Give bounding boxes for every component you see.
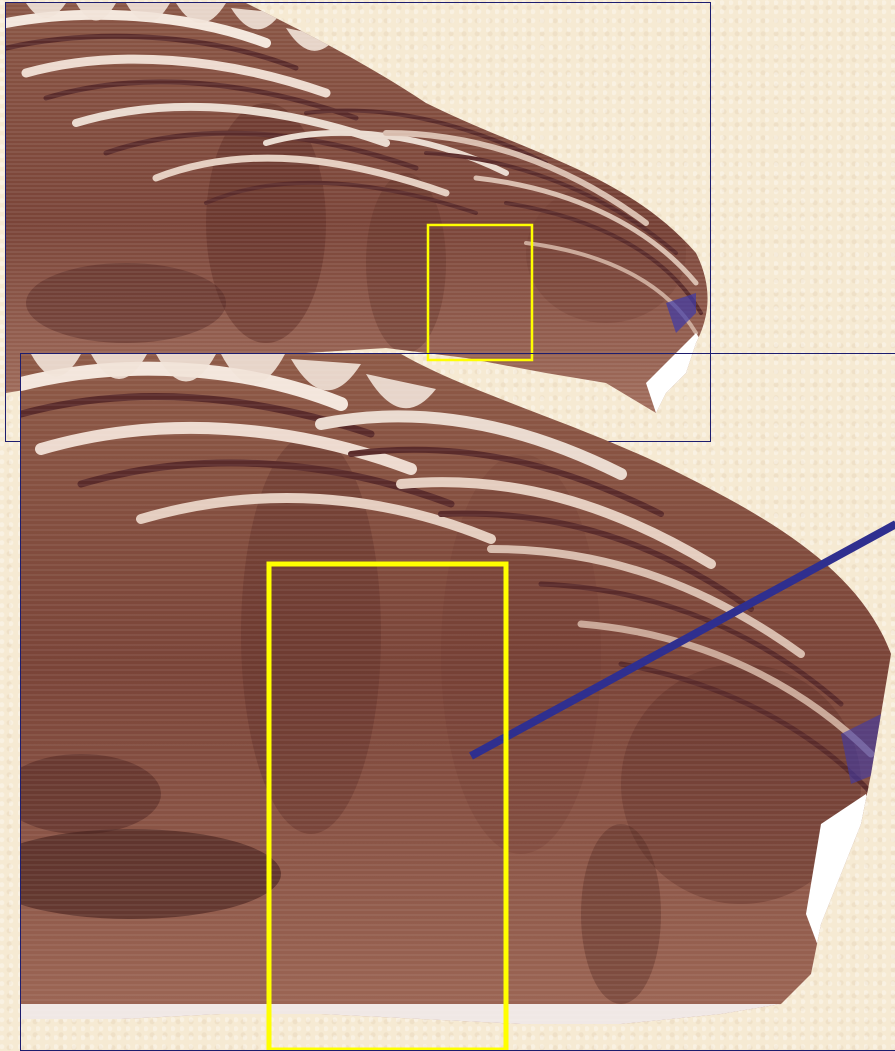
pointer-line: [469, 520, 895, 760]
overview-highlight-box: [426, 223, 534, 362]
overview-panel: [5, 2, 711, 442]
magnified-shell-image: [21, 354, 895, 1050]
overview-shell-image: [6, 3, 708, 413]
magnified-highlight-box: [266, 561, 509, 1050]
magnified-panel: [20, 353, 895, 1051]
